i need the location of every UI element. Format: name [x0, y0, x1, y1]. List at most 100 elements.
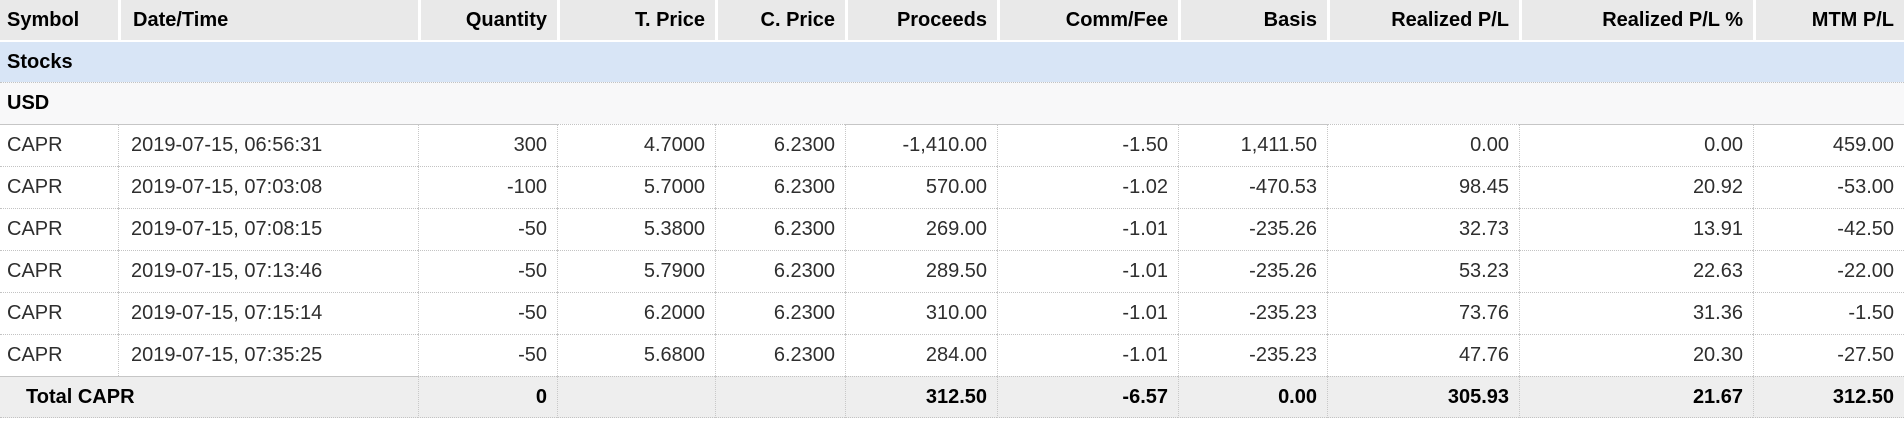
- cell-realized-pl: 47.76: [1327, 334, 1519, 376]
- cell-comm-fee: -1.02: [997, 166, 1178, 208]
- total-t-price: [557, 376, 715, 418]
- cell-date-time: 2019-07-15, 07:08:15: [118, 208, 418, 250]
- cell-realized-pl: 73.76: [1327, 292, 1519, 334]
- cell-comm-fee: -1.50: [997, 124, 1178, 166]
- cell-comm-fee: -1.01: [997, 208, 1178, 250]
- trade-row: CAPR 2019-07-15, 07:13:46 -50 5.7900 6.2300 2…: [0, 250, 1904, 292]
- cell-mtm-pl: 459.00: [1753, 124, 1904, 166]
- cell-realized-pl-pct: 20.92: [1519, 166, 1753, 208]
- trade-row: CAPR 2019-07-15, 06:56:31 300 4.7000 6.2300-…: [0, 124, 1904, 166]
- section-label: Stocks: [0, 40, 1904, 82]
- cell-mtm-pl: -27.50: [1753, 334, 1904, 376]
- cell-proceeds: 269.00: [845, 208, 997, 250]
- cell-proceeds: 284.00: [845, 334, 997, 376]
- cell-c-price: 6.2300: [715, 166, 845, 208]
- cell-comm-fee: -1.01: [997, 250, 1178, 292]
- cell-c-price: 6.2300: [715, 250, 845, 292]
- cell-basis: -235.23: [1178, 292, 1327, 334]
- column-header-t-price: T. Price: [557, 0, 715, 40]
- cell-t-price: 6.2000: [557, 292, 715, 334]
- trade-row: CAPR 2019-07-15, 07:08:15 -50 5.3800 6.2300 2…: [0, 208, 1904, 250]
- cell-date-time: 2019-07-15, 07:03:08: [118, 166, 418, 208]
- cell-symbol: CAPR: [0, 250, 118, 292]
- cell-basis: 1,411.50: [1178, 124, 1327, 166]
- cell-t-price: 5.6800: [557, 334, 715, 376]
- cell-quantity: -50: [418, 334, 557, 376]
- cell-proceeds: -1,410.00: [845, 124, 997, 166]
- cell-t-price: 4.7000: [557, 124, 715, 166]
- cell-mtm-pl: -22.00: [1753, 250, 1904, 292]
- cell-quantity: 300: [418, 124, 557, 166]
- cell-symbol: CAPR: [0, 124, 118, 166]
- total-row: Total CAPR 0 312.50 -6.57 0.00 305.93 21.67 312…: [0, 376, 1904, 418]
- cell-realized-pl: 98.45: [1327, 166, 1519, 208]
- cell-mtm-pl: -42.50: [1753, 208, 1904, 250]
- cell-realized-pl-pct: 20.30: [1519, 334, 1753, 376]
- trade-row: CAPR 2019-07-15, 07:35:25 -50 5.6800 6.2300 2…: [0, 334, 1904, 376]
- currency-row-usd: USD: [0, 82, 1904, 124]
- column-header-c-price: C. Price: [715, 0, 845, 40]
- cell-c-price: 6.2300: [715, 292, 845, 334]
- cell-mtm-pl: -53.00: [1753, 166, 1904, 208]
- cell-date-time: 2019-07-15, 07:35:25: [118, 334, 418, 376]
- cell-mtm-pl: -1.50: [1753, 292, 1904, 334]
- cell-proceeds: 570.00: [845, 166, 997, 208]
- trade-row: CAPR 2019-07-15, 07:15:14 -50 6.2000 6.2300 3…: [0, 292, 1904, 334]
- cell-c-price: 6.2300: [715, 334, 845, 376]
- total-proceeds: 312.50: [845, 376, 997, 418]
- cell-date-time: 2019-07-15, 07:15:14: [118, 292, 418, 334]
- total-comm-fee: -6.57: [997, 376, 1178, 418]
- cell-symbol: CAPR: [0, 166, 118, 208]
- cell-quantity: -50: [418, 250, 557, 292]
- cell-realized-pl: 0.00: [1327, 124, 1519, 166]
- cell-symbol: CAPR: [0, 292, 118, 334]
- total-basis: 0.00: [1178, 376, 1327, 418]
- cell-quantity: -50: [418, 208, 557, 250]
- cell-t-price: 5.7000: [557, 166, 715, 208]
- trade-row: CAPR 2019-07-15, 07:03:08 -100 5.7000 6.2300…: [0, 166, 1904, 208]
- cell-basis: -235.26: [1178, 208, 1327, 250]
- column-header-mtm-pl: MTM P/L: [1753, 0, 1904, 40]
- cell-realized-pl-pct: 0.00: [1519, 124, 1753, 166]
- column-header-proceeds: Proceeds: [845, 0, 997, 40]
- column-header-comm-fee: Comm/Fee: [997, 0, 1178, 40]
- cell-t-price: 5.3800: [557, 208, 715, 250]
- total-realized-pl-pct: 21.67: [1519, 376, 1753, 418]
- total-quantity: 0: [418, 376, 557, 418]
- column-header-realized-pl: Realized P/L: [1327, 0, 1519, 40]
- currency-label: USD: [0, 82, 1904, 124]
- cell-symbol: CAPR: [0, 334, 118, 376]
- cell-basis: -235.23: [1178, 334, 1327, 376]
- cell-proceeds: 310.00: [845, 292, 997, 334]
- cell-date-time: 2019-07-15, 06:56:31: [118, 124, 418, 166]
- cell-comm-fee: -1.01: [997, 334, 1178, 376]
- cell-proceeds: 289.50: [845, 250, 997, 292]
- cell-quantity: -50: [418, 292, 557, 334]
- total-realized-pl: 305.93: [1327, 376, 1519, 418]
- cell-realized-pl: 53.23: [1327, 250, 1519, 292]
- cell-basis: -235.26: [1178, 250, 1327, 292]
- total-label: Total CAPR: [0, 376, 418, 418]
- column-header-quantity: Quantity: [418, 0, 557, 40]
- cell-date-time: 2019-07-15, 07:13:46: [118, 250, 418, 292]
- column-header-realized-pl-pct: Realized P/L %: [1519, 0, 1753, 40]
- cell-symbol: CAPR: [0, 208, 118, 250]
- cell-realized-pl-pct: 22.63: [1519, 250, 1753, 292]
- section-row-stocks: Stocks: [0, 40, 1904, 82]
- column-header-date-time: Date/Time: [118, 0, 418, 40]
- column-header-basis: Basis: [1178, 0, 1327, 40]
- cell-c-price: 6.2300: [715, 208, 845, 250]
- table-header-row: Symbol Date/Time Quantity T. Price C. Price P…: [0, 0, 1904, 40]
- cell-basis: -470.53: [1178, 166, 1327, 208]
- cell-quantity: -100: [418, 166, 557, 208]
- total-c-price: [715, 376, 845, 418]
- column-header-symbol: Symbol: [0, 0, 118, 40]
- total-mtm-pl: 312.50: [1753, 376, 1904, 418]
- cell-realized-pl-pct: 13.91: [1519, 208, 1753, 250]
- cell-c-price: 6.2300: [715, 124, 845, 166]
- cell-comm-fee: -1.01: [997, 292, 1178, 334]
- cell-t-price: 5.7900: [557, 250, 715, 292]
- cell-realized-pl-pct: 31.36: [1519, 292, 1753, 334]
- cell-realized-pl: 32.73: [1327, 208, 1519, 250]
